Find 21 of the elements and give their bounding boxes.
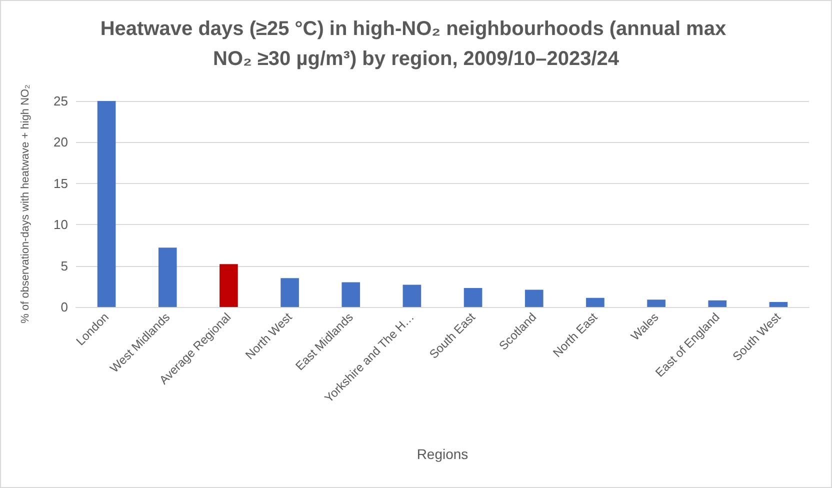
bar (586, 298, 604, 307)
bar (708, 300, 727, 307)
y-tick-label: 25 (54, 94, 68, 108)
y-tick-label: 5 (60, 258, 68, 274)
bar (524, 290, 544, 307)
bar (158, 248, 177, 307)
bar (342, 282, 360, 307)
x-axis-title: Regions (416, 446, 468, 462)
bar (402, 284, 422, 307)
bar (220, 264, 238, 307)
chart-title: Heatwave days (≥25 °C) in high-NO₂ neighbourhoods (annual max NO₂ ≥30 µg/m³) by region, 2009/10–2023/24 (100, 18, 732, 70)
y-tick-label: 10 (54, 217, 68, 232)
bar (464, 288, 482, 307)
y-tick-label: 0 (60, 300, 68, 314)
y-tick-label: 20 (54, 134, 68, 150)
y-axis-title: % of observation-days with heatwave + high NO₂ (20, 84, 32, 324)
bar (647, 300, 666, 307)
bar (97, 101, 116, 307)
bar (769, 302, 788, 307)
bar (280, 278, 299, 307)
y-tick-label: 15 (54, 176, 68, 191)
